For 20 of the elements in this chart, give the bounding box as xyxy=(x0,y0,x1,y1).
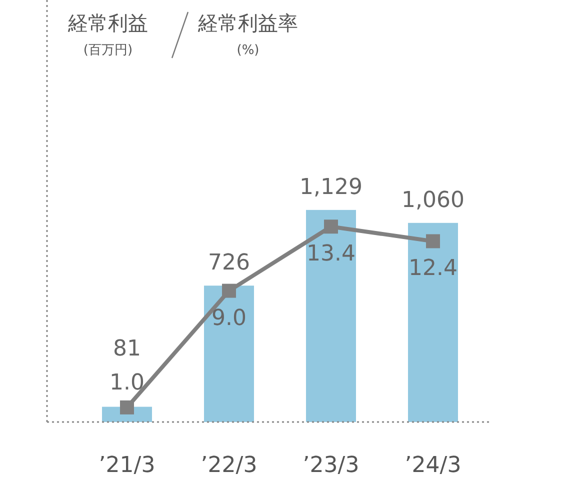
point xyxy=(222,284,236,298)
data-label: 1.0 xyxy=(110,370,144,396)
text: 経常利益 (百万円) xyxy=(67,11,148,58)
bar xyxy=(408,222,458,422)
x-tick-label: ’22/3 xyxy=(200,453,258,478)
data-label: 9.0 xyxy=(212,306,246,331)
bar xyxy=(204,286,254,422)
point xyxy=(426,234,440,248)
data-label: 1,129 xyxy=(300,174,362,200)
text: 経常利益率 (%) xyxy=(197,11,298,58)
point xyxy=(324,220,338,234)
data-label: 726 xyxy=(208,250,250,276)
data-label: 1,060 xyxy=(402,188,464,213)
data-label: 12.4 xyxy=(408,256,458,282)
data-label: 81 xyxy=(113,336,141,362)
data-label: 13.4 xyxy=(306,242,356,267)
bar xyxy=(306,210,356,422)
x-tick-label: ’21/3 xyxy=(98,453,156,478)
x-tick-label: ’24/3 xyxy=(404,453,462,478)
x-tick-label: ’23/3 xyxy=(302,453,360,478)
